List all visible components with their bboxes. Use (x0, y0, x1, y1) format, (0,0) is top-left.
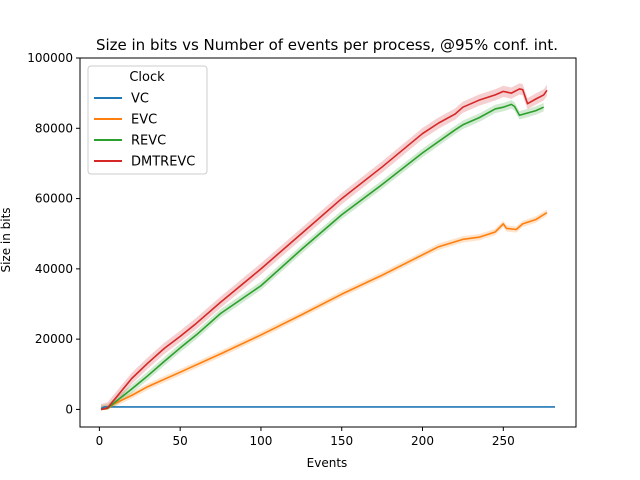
x-axis-label: Events (307, 456, 348, 470)
plot-frame (79, 57, 577, 428)
y-tick-label: 100000 (27, 51, 73, 65)
legend-label: VC (131, 92, 149, 107)
y-tick-label: 80000 (35, 121, 73, 135)
x-tick-label: 150 (330, 434, 353, 448)
legend-item: EVC (94, 113, 157, 128)
y-tick-label: 60000 (35, 192, 73, 206)
legend-title: Clock (129, 70, 165, 85)
series-line-revc (100, 103, 545, 411)
legend-label: DMTREVC (131, 155, 195, 170)
series-line-vc (100, 406, 555, 410)
legend-item: REVC (94, 134, 166, 149)
x-tick-label: 0 (96, 434, 104, 448)
y-tick-label: 0 (65, 402, 73, 416)
x-tick-label: 50 (173, 434, 188, 448)
x-axis: 0 50 100 150 200 250 (96, 427, 515, 448)
legend-label: EVC (131, 113, 157, 128)
chart-title: Size in bits vs Number of events per pro… (96, 36, 558, 54)
series-line-evc (100, 211, 548, 411)
legend-box (87, 65, 208, 175)
series-line-dmtrevc (100, 88, 548, 411)
legend-item: DMTREVC (94, 155, 195, 170)
plot-area (79, 57, 577, 428)
series-lines (100, 88, 555, 411)
y-tick-label: 20000 (35, 332, 73, 346)
x-tick-label: 200 (411, 434, 434, 448)
confidence-band-evc (101, 209, 547, 410)
x-tick-label: 250 (492, 434, 515, 448)
y-axis: 0 20000 40000 60000 80000 100000 (27, 51, 80, 416)
legend-label: REVC (131, 134, 166, 149)
y-axis-label: Size in bits (0, 207, 13, 272)
y-tick-label: 40000 (35, 262, 73, 276)
legend: Clock VC EVC REVC DMTREVC (87, 65, 208, 175)
legend-item: VC (94, 92, 149, 107)
x-tick-label: 100 (249, 434, 272, 448)
